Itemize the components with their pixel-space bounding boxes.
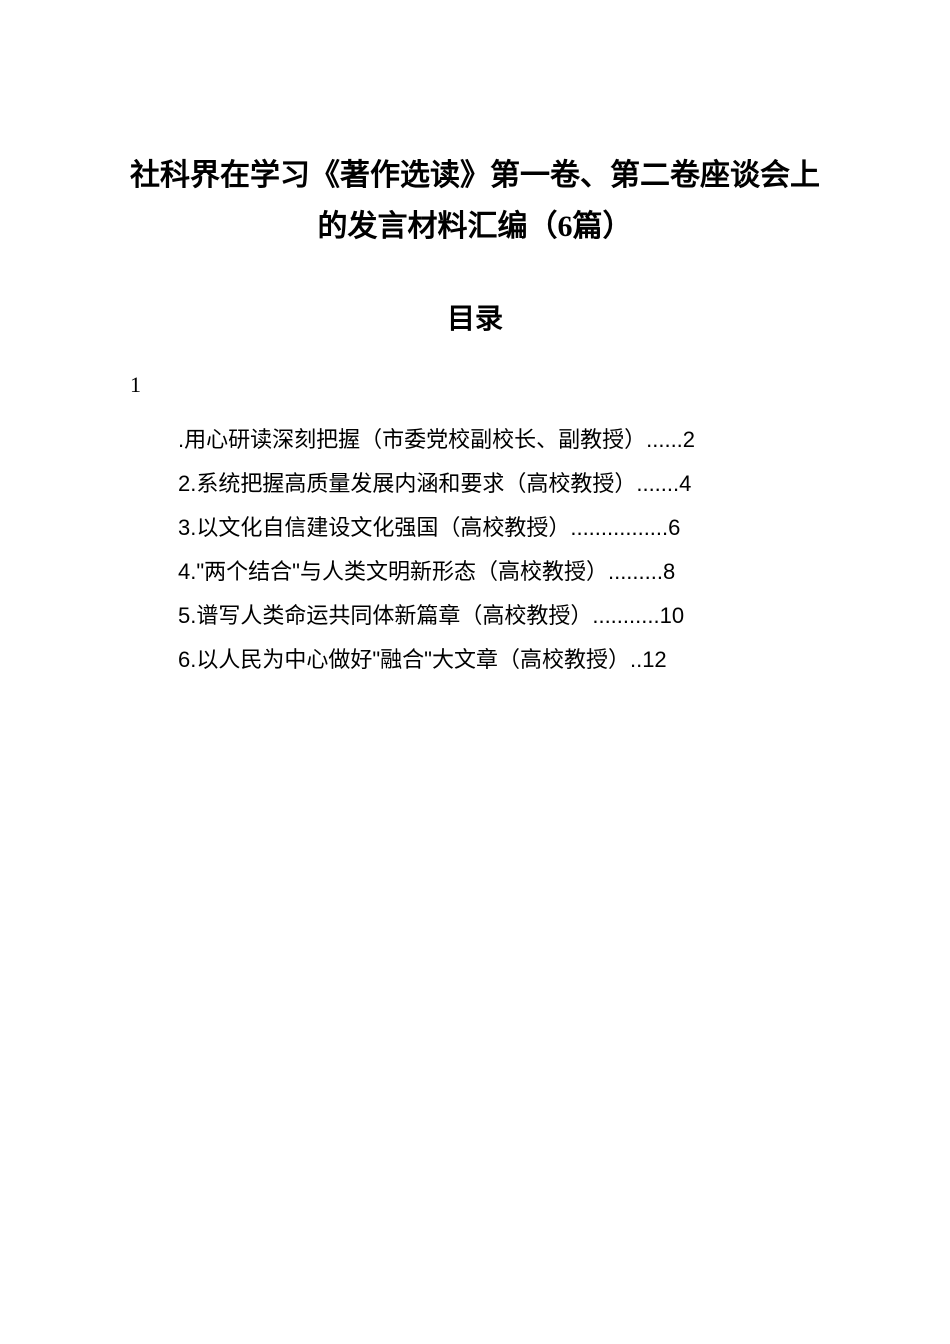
toc-heading: 目录 bbox=[130, 297, 820, 337]
toc-item: 3.以文化自信建设文化强国（高校教授）................6 bbox=[178, 506, 820, 550]
toc-item: 5.谱写人类命运共同体新篇章（高校教授）...........10 bbox=[178, 594, 820, 638]
toc-list: .用心研读深刻把握（市委党校副校长、副教授）......2 2.系统把握高质量发… bbox=[130, 418, 820, 682]
toc-item: 6.以人民为中心做好"融合"大文章（高校教授）..12 bbox=[178, 638, 820, 682]
toc-item: 2.系统把握高质量发展内涵和要求（高校教授）.......4 bbox=[178, 462, 820, 506]
toc-item: 4."两个结合"与人类文明新形态（高校教授）.........8 bbox=[178, 550, 820, 594]
toc-number-prefix: 1 bbox=[130, 372, 820, 398]
toc-item: .用心研读深刻把握（市委党校副校长、副教授）......2 bbox=[178, 418, 820, 462]
document-title: 社科界在学习《著作选读》第一卷、第二卷座谈会上的发言材料汇编（6篇） bbox=[130, 150, 820, 252]
